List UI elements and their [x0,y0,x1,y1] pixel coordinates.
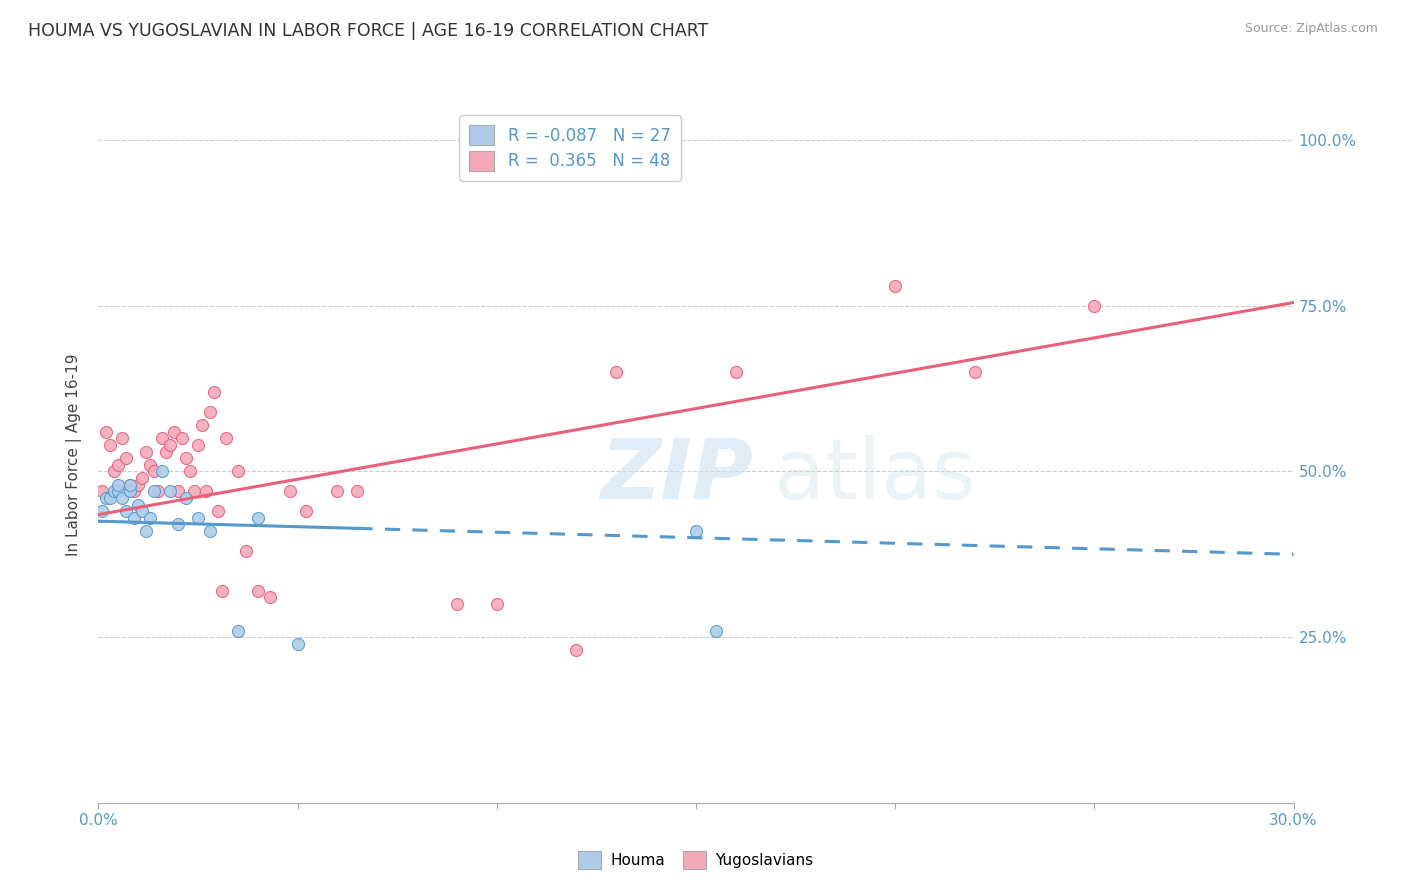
Point [115,504,138,518]
Point [135,444,157,458]
Point [135,524,157,538]
Point [704,624,727,638]
Point [150,465,173,479]
Point [124,484,146,499]
Point [103,484,125,499]
Point [226,624,249,638]
Point [111,491,134,505]
Point [163,425,186,439]
Point [159,438,181,452]
Point [259,591,281,605]
Point [215,431,238,445]
Text: atlas: atlas [773,435,976,516]
Point [111,431,134,445]
Point [183,484,205,499]
Point [143,484,166,499]
Point [246,583,269,598]
Point [226,465,249,479]
Point [96,425,118,439]
Point [326,484,349,499]
Point [115,451,138,466]
Point [294,504,316,518]
Point [120,484,142,499]
Point [103,465,125,479]
Text: Source: ZipAtlas.com: Source: ZipAtlas.com [1244,22,1378,36]
Point [139,511,162,525]
Point [174,491,197,505]
Point [565,643,588,657]
Point [187,438,209,452]
Point [107,477,129,491]
Point [131,504,153,518]
Text: ZIP: ZIP [600,435,754,516]
Point [207,504,229,518]
Point [198,405,221,419]
Point [96,491,118,505]
Point [107,458,129,472]
Point [278,484,301,499]
Point [187,511,209,525]
Point [100,491,122,505]
Point [685,524,707,538]
Point [120,477,142,491]
Point [120,477,142,491]
Point [159,484,181,499]
Text: HOUMA VS YUGOSLAVIAN IN LABOR FORCE | AGE 16-19 CORRELATION CHART: HOUMA VS YUGOSLAVIAN IN LABOR FORCE | AG… [28,22,709,40]
Point [91,484,114,499]
Point [235,544,257,558]
Point [174,451,197,466]
Point [107,484,129,499]
Point [143,465,166,479]
Point [346,484,368,499]
Point [148,484,170,499]
Point [127,498,149,512]
Point [131,471,153,485]
Point [485,597,508,611]
Point [91,504,114,518]
Point [211,583,233,598]
Point [179,465,201,479]
Point [167,484,190,499]
Legend: Houma, Yugoslavians: Houma, Yugoslavians [572,846,820,875]
Point [446,597,468,611]
Y-axis label: In Labor Force | Age 16-19: In Labor Force | Age 16-19 [66,353,83,557]
Point [287,637,309,651]
Point [1083,299,1105,313]
Point [150,431,173,445]
Point [139,458,162,472]
Point [172,431,194,445]
Point [100,438,122,452]
Point [195,484,218,499]
Point [963,365,986,379]
Point [605,365,627,379]
Point [191,418,214,433]
Point [198,524,221,538]
Point [167,517,190,532]
Point [202,384,225,399]
Point [724,365,747,379]
Point [884,279,907,293]
Point [246,511,269,525]
Point [155,444,177,458]
Point [124,511,146,525]
Point [127,477,149,491]
